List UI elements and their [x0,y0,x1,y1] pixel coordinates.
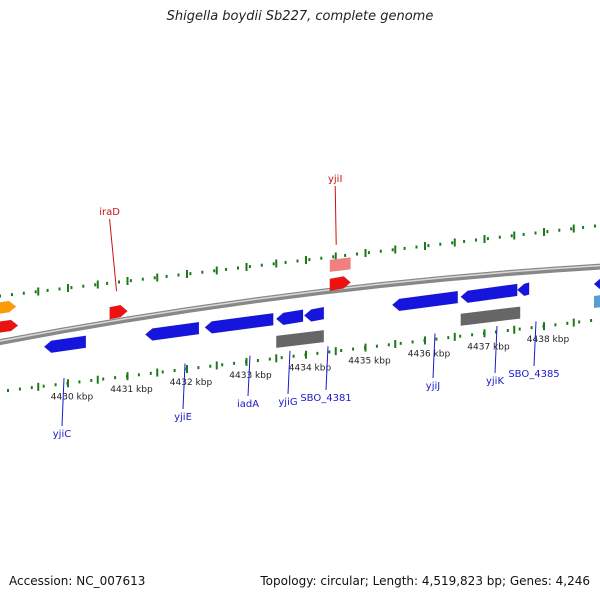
gene-label[interactable]: yjiC [53,429,71,440]
gene-reverse-yjiG[interactable] [275,309,304,326]
accession-text: Accession: NC_007613 [9,574,146,588]
forward-tick-track [0,224,596,298]
pseudo-gene-forward[interactable] [329,257,351,272]
reverse-tick-track [7,318,593,392]
gene-forward-yjiI[interactable] [329,276,352,292]
reverse-gene-track [43,282,530,353]
gene-forward-iraD[interactable] [109,304,128,320]
gene-label[interactable]: yjiE [174,412,192,423]
pseudo-gene-reverse[interactable] [460,306,521,326]
edge-features [0,276,600,336]
gene-reverse-unnamed[interactable] [303,306,325,322]
gene-label-leader [432,333,436,379]
scale-labels: 4430 kbp 4431 kbp 4432 kbp 4433 kbp 4434 kbp… [51,335,570,402]
map-title: Shigella boydii Sb227, complete genome [166,9,434,24]
gene-reverse-yjiJ[interactable] [391,290,458,312]
gene-label-leader [334,185,337,245]
gene-reverse-yjiC[interactable] [43,335,87,353]
gene-label[interactable]: SBO_4385 [508,369,559,380]
pseudo-gene-reverse[interactable] [276,330,324,348]
genome-summary-text: Topology: circular; Length: 4,519,823 bp… [260,574,590,588]
gene-label-leader [61,377,65,427]
scale-label: 4438 kbp [527,335,570,345]
gene-reverse-yjiE[interactable] [144,321,200,341]
forward-gene-track [109,257,352,320]
gene-label[interactable]: iraD [99,207,120,218]
scale-label: 4430 kbp [51,392,94,402]
scale-label: 4434 kbp [289,364,332,374]
edge-reverse-gene[interactable] [594,294,600,308]
scale-label: 4431 kbp [110,385,153,395]
scale-label: 4433 kbp [229,371,272,381]
gene-labels: iraD yjiI yjiC yjiE iadA yjiG SBO_4381 yjiJ yjiK… [53,174,560,440]
scale-label: 4432 kbp [170,378,213,388]
scale-label: 4437 kbp [467,342,510,352]
gene-label-leader [247,355,251,397]
scale-label: 4435 kbp [348,357,391,367]
genome-backbone [0,263,600,346]
gene-label[interactable]: yjiK [486,376,504,387]
gene-label-leader [494,326,498,374]
edge-forward-gene[interactable] [0,319,19,336]
gene-reverse-iadA[interactable] [204,312,274,334]
scale-label: 4436 kbp [408,349,451,359]
gene-label[interactable]: yjiI [328,174,342,185]
genome-backbone-highlight [0,264,600,342]
gene-label-leader [287,350,291,395]
gene-label[interactable]: SBO_4381 [300,393,351,404]
gene-label-leader [182,363,186,410]
edge-forward-gene[interactable] [0,300,17,316]
gene-label-leader [325,346,329,391]
gene-reverse-yjiK[interactable] [460,283,518,303]
gene-label[interactable]: yjiG [278,397,297,408]
gene-label[interactable]: yjiJ [426,381,440,392]
gene-label[interactable]: iadA [237,399,259,410]
gene-label-leader [533,321,537,367]
gene-reverse-unnamed[interactable] [516,282,530,297]
edge-reverse-gene[interactable] [593,276,600,290]
gene-label-leader [109,218,118,292]
